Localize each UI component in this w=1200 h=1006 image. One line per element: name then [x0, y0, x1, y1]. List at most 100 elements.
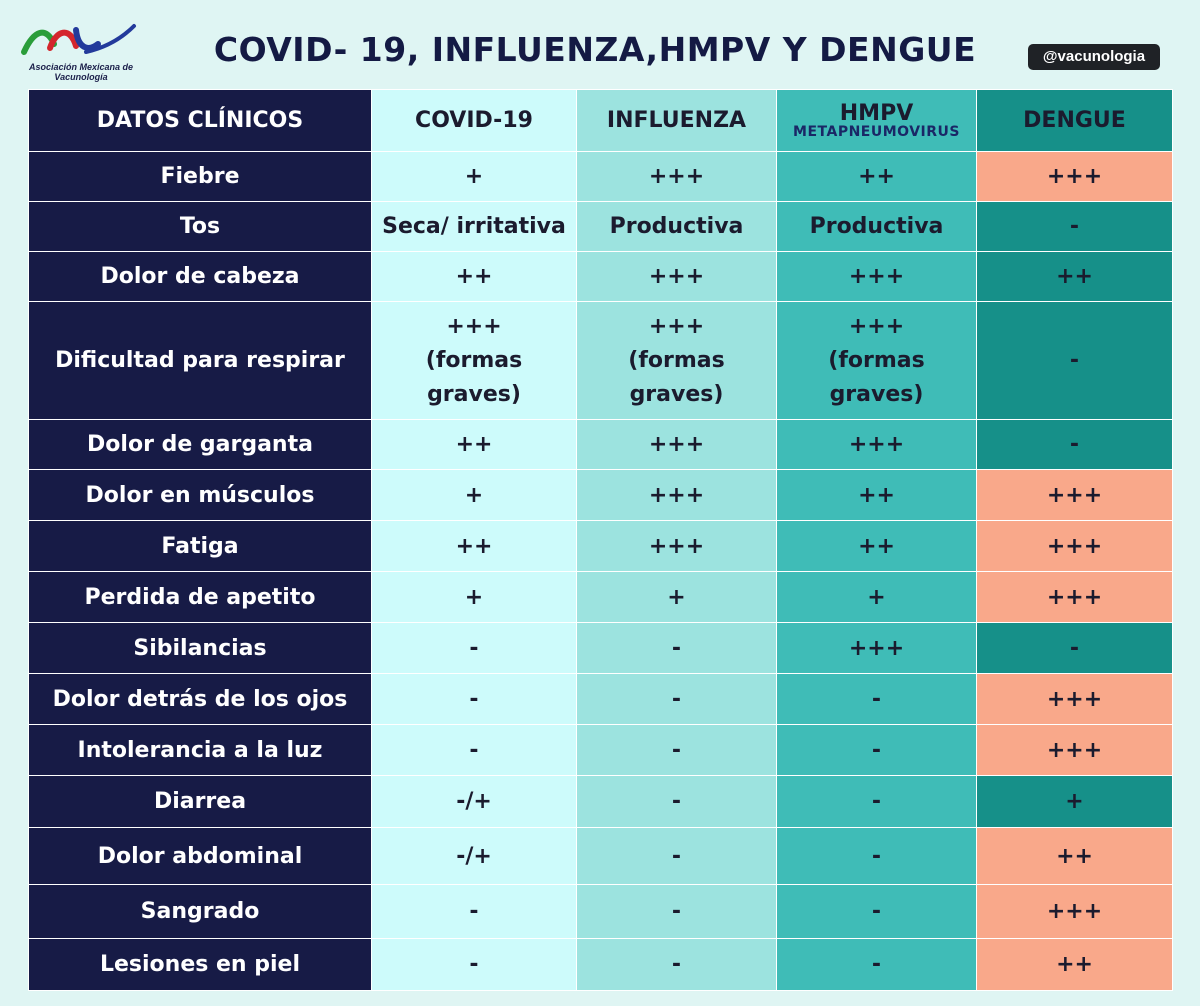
row-label: Tos: [28, 201, 372, 252]
cell-dengue: +++: [976, 571, 1173, 623]
table-row: Sangrado - - - +++: [28, 884, 1173, 939]
cell-line: +++: [848, 313, 905, 339]
cell-covid: Seca/ irritativa: [371, 201, 577, 252]
header-covid: COVID-19: [371, 89, 577, 152]
cell-dengue: ++: [976, 251, 1173, 302]
row-label: Perdida de apetito: [28, 571, 372, 623]
row-label: Sangrado: [28, 884, 372, 939]
cell-hmpv: Productiva: [776, 201, 977, 252]
cell-influenza: -: [576, 673, 777, 725]
table-header-row: DATOS CLÍNICOS COVID-19 INFLUENZA HMPV M…: [28, 89, 1173, 152]
row-label: Fiebre: [28, 151, 372, 202]
row-label: Intolerancia a la luz: [28, 724, 372, 776]
cell-covid: -: [371, 884, 577, 939]
table-row: Sibilancias - - +++ -: [28, 622, 1173, 674]
cell-line: graves): [829, 381, 924, 407]
cell-influenza: +++ (formas graves): [576, 301, 777, 420]
social-handle-badge: @vacunologia: [1028, 44, 1160, 70]
association-logo: Asociación Mexicana de Vacunología: [16, 22, 146, 86]
cell-dengue: -: [976, 201, 1173, 252]
cell-dengue: +++: [976, 724, 1173, 776]
cell-hmpv: -: [776, 724, 977, 776]
cell-covid: -/+: [371, 775, 577, 828]
table-row: Lesiones en piel - - - ++: [28, 938, 1173, 991]
cell-line: (formas: [828, 347, 925, 373]
cell-influenza: -: [576, 827, 777, 885]
cell-hmpv: +++ (formas graves): [776, 301, 977, 420]
cell-covid: +++ (formas graves): [371, 301, 577, 420]
cell-hmpv: +++: [776, 251, 977, 302]
cell-dengue: ++: [976, 938, 1173, 991]
cell-hmpv: +++: [776, 622, 977, 674]
cell-influenza: -: [576, 938, 777, 991]
table-row: Fiebre + +++ ++ +++: [28, 151, 1173, 202]
comparison-table: DATOS CLÍNICOS COVID-19 INFLUENZA HMPV M…: [28, 89, 1173, 991]
cell-dengue: -: [976, 419, 1173, 470]
cell-line: +++: [648, 313, 705, 339]
cell-influenza: -: [576, 884, 777, 939]
table-row: Dolor de cabeza ++ +++ +++ ++: [28, 251, 1173, 302]
row-label: Dolor abdominal: [28, 827, 372, 885]
cell-influenza: Productiva: [576, 201, 777, 252]
table-row: Dolor abdominal -/+ - - ++: [28, 827, 1173, 885]
cell-hmpv: -: [776, 938, 977, 991]
cell-covid: -: [371, 673, 577, 725]
header-hmpv: HMPV METAPNEUMOVIRUS: [776, 89, 977, 152]
cell-dengue: +++: [976, 673, 1173, 725]
logo-swoosh-icon: [21, 24, 136, 55]
cell-hmpv: -: [776, 827, 977, 885]
logo-org-name: Asociación Mexicana de Vacunología: [28, 62, 134, 82]
cell-covid: ++: [371, 251, 577, 302]
cell-covid: ++: [371, 520, 577, 572]
cell-covid: -/+: [371, 827, 577, 885]
row-label: Dolor en músculos: [28, 469, 372, 521]
header-dengue: DENGUE: [976, 89, 1173, 152]
table-row: Fatiga ++ +++ ++ +++: [28, 520, 1173, 572]
cell-dengue: +++: [976, 469, 1173, 521]
cell-influenza: -: [576, 775, 777, 828]
cell-covid: -: [371, 938, 577, 991]
cell-covid: ++: [371, 419, 577, 470]
cell-influenza: -: [576, 724, 777, 776]
table-row: Tos Seca/ irritativa Productiva Productiva -: [28, 201, 1173, 252]
cell-line: graves): [629, 381, 724, 407]
cell-influenza: +++: [576, 151, 777, 202]
table-row: Intolerancia a la luz - - - +++: [28, 724, 1173, 776]
row-label: Dolor de garganta: [28, 419, 372, 470]
cell-influenza: +++: [576, 251, 777, 302]
row-label: Sibilancias: [28, 622, 372, 674]
cell-dengue: +++: [976, 520, 1173, 572]
row-label: Lesiones en piel: [28, 938, 372, 991]
cell-dengue: +: [976, 775, 1173, 828]
table-row: Dificultad para respirar +++ (formas graves…: [28, 301, 1173, 420]
row-label: Dificultad para respirar: [28, 301, 372, 420]
header-hmpv-title: HMPV: [839, 100, 914, 126]
row-label: Dolor detrás de los ojos: [28, 673, 372, 725]
cell-line: +++: [446, 313, 502, 339]
cell-covid: +: [371, 469, 577, 521]
table-row: Diarrea -/+ - - +: [28, 775, 1173, 828]
cell-covid: +: [371, 571, 577, 623]
cell-hmpv: -: [776, 884, 977, 939]
cell-covid: +: [371, 151, 577, 202]
table-row: Dolor detrás de los ojos - - - +++: [28, 673, 1173, 725]
table-row: Dolor en músculos + +++ ++ +++: [28, 469, 1173, 521]
cell-covid: -: [371, 622, 577, 674]
cell-influenza: +++: [576, 419, 777, 470]
cell-line: (formas: [628, 347, 725, 373]
cell-line: (formas: [425, 347, 523, 373]
header-influenza: INFLUENZA: [576, 89, 777, 152]
cell-influenza: -: [576, 622, 777, 674]
cell-hmpv: +: [776, 571, 977, 623]
table-row: Dolor de garganta ++ +++ +++ -: [28, 419, 1173, 470]
row-label: Fatiga: [28, 520, 372, 572]
cell-hmpv: -: [776, 673, 977, 725]
cell-covid: -: [371, 724, 577, 776]
cell-influenza: +: [576, 571, 777, 623]
cell-hmpv: ++: [776, 151, 977, 202]
cell-hmpv: ++: [776, 469, 977, 521]
page-title: COVID- 19, INFLUENZA,HMPV Y DENGUE: [213, 30, 977, 69]
cell-hmpv: +++: [776, 419, 977, 470]
cell-dengue: +++: [976, 884, 1173, 939]
header-hmpv-subtitle: METAPNEUMOVIRUS: [793, 123, 960, 140]
